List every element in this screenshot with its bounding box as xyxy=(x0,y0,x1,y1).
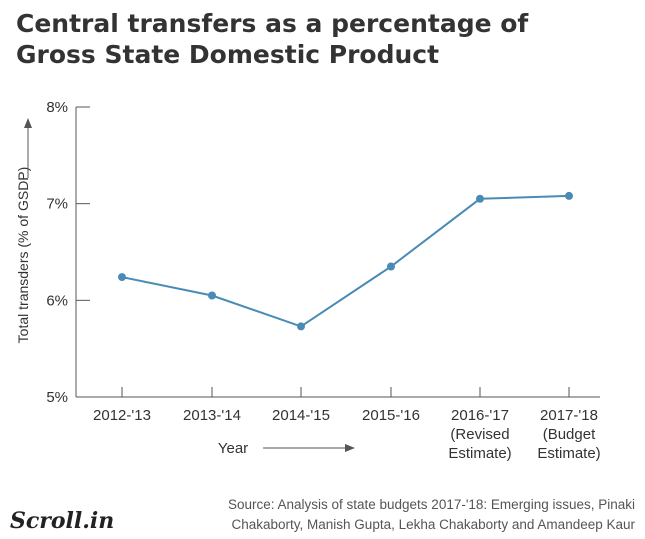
data-point xyxy=(476,194,484,203)
x-axis-title-arrowhead xyxy=(345,444,355,452)
y-axis-title: Total transders (% of GSDP) xyxy=(15,167,31,344)
series-layer xyxy=(118,191,573,331)
x-tick-label-line: Estimate) xyxy=(448,445,511,462)
y-tick-label: 8% xyxy=(46,99,68,116)
x-tick-label: 2014-'15 xyxy=(272,407,330,424)
x-tick-label-line: (Budget xyxy=(543,426,596,443)
x-tick-label-line: Estimate) xyxy=(537,445,600,462)
x-tick-label-line: 2015-'16 xyxy=(362,407,420,424)
x-tick-label: 2012-'13 xyxy=(93,407,151,424)
x-tick-label-line: 2012-'13 xyxy=(93,407,151,424)
x-tick-label: 2015-'16 xyxy=(362,407,420,424)
x-tick-label: 2017-'18 (Budget Estimate) xyxy=(537,407,600,462)
y-axis: 5% 6% 7% 8% xyxy=(46,99,90,406)
y-tick-label: 5% xyxy=(46,389,68,406)
y-tick-label: 7% xyxy=(46,196,68,213)
data-point xyxy=(387,262,395,271)
x-axis-title: Year xyxy=(218,440,248,457)
x-tick-label: 2016-'17 (Revised Estimate) xyxy=(448,407,511,462)
scroll-logo: Scroll.in xyxy=(10,508,115,534)
x-tick-label-line: (Revised xyxy=(450,426,509,443)
data-point xyxy=(118,273,126,282)
x-axis: 2012-'13 2013-'14 2014-'15 2015-'16 2016-'17… xyxy=(76,387,601,462)
data-point xyxy=(297,322,305,331)
axis-titles: Total transders (% of GSDP) Year xyxy=(15,118,355,457)
data-point xyxy=(208,291,216,300)
x-tick-label-line: 2014-'15 xyxy=(272,407,330,424)
y-axis-title-arrowhead xyxy=(24,118,32,128)
y-tick-label: 6% xyxy=(46,292,68,309)
x-tick-label-line: 2013-'14 xyxy=(183,407,241,424)
x-tick-label: 2013-'14 xyxy=(183,407,241,424)
source-note: Source: Analysis of state budgets 2017-'… xyxy=(227,497,635,532)
series-line xyxy=(121,194,570,328)
x-tick-label-line: 2017-'18 xyxy=(540,407,598,424)
chart-title: Central transfers as a percentage of Gro… xyxy=(16,9,529,69)
data-point xyxy=(565,191,573,200)
x-tick-label-line: 2016-'17 xyxy=(451,407,509,424)
